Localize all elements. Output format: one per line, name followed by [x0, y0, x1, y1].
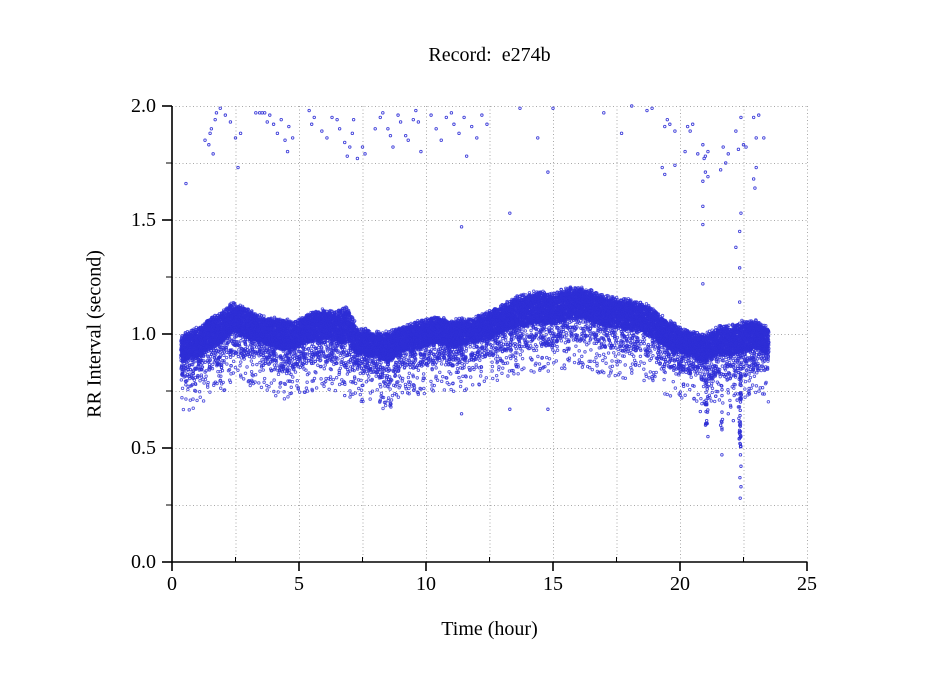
- y-tick-label: 1.5: [131, 209, 156, 231]
- x-tick-label: 10: [416, 573, 436, 595]
- x-tick-label: 5: [294, 573, 304, 595]
- x-tick-label: 0: [167, 573, 177, 595]
- y-tick-label: 0.0: [131, 551, 156, 573]
- x-tick-label: 15: [543, 573, 563, 595]
- y-axis-label: RR Interval (second): [83, 250, 106, 418]
- y-tick-label: 2.0: [131, 95, 156, 117]
- y-tick-label: 0.5: [131, 437, 156, 459]
- x-tick-label: 25: [797, 573, 817, 595]
- x-tick-label: 20: [670, 573, 690, 595]
- y-tick-label: 1.0: [131, 323, 156, 345]
- chart-title: Record: e274b: [428, 44, 551, 66]
- x-axis-label: Time (hour): [441, 618, 538, 640]
